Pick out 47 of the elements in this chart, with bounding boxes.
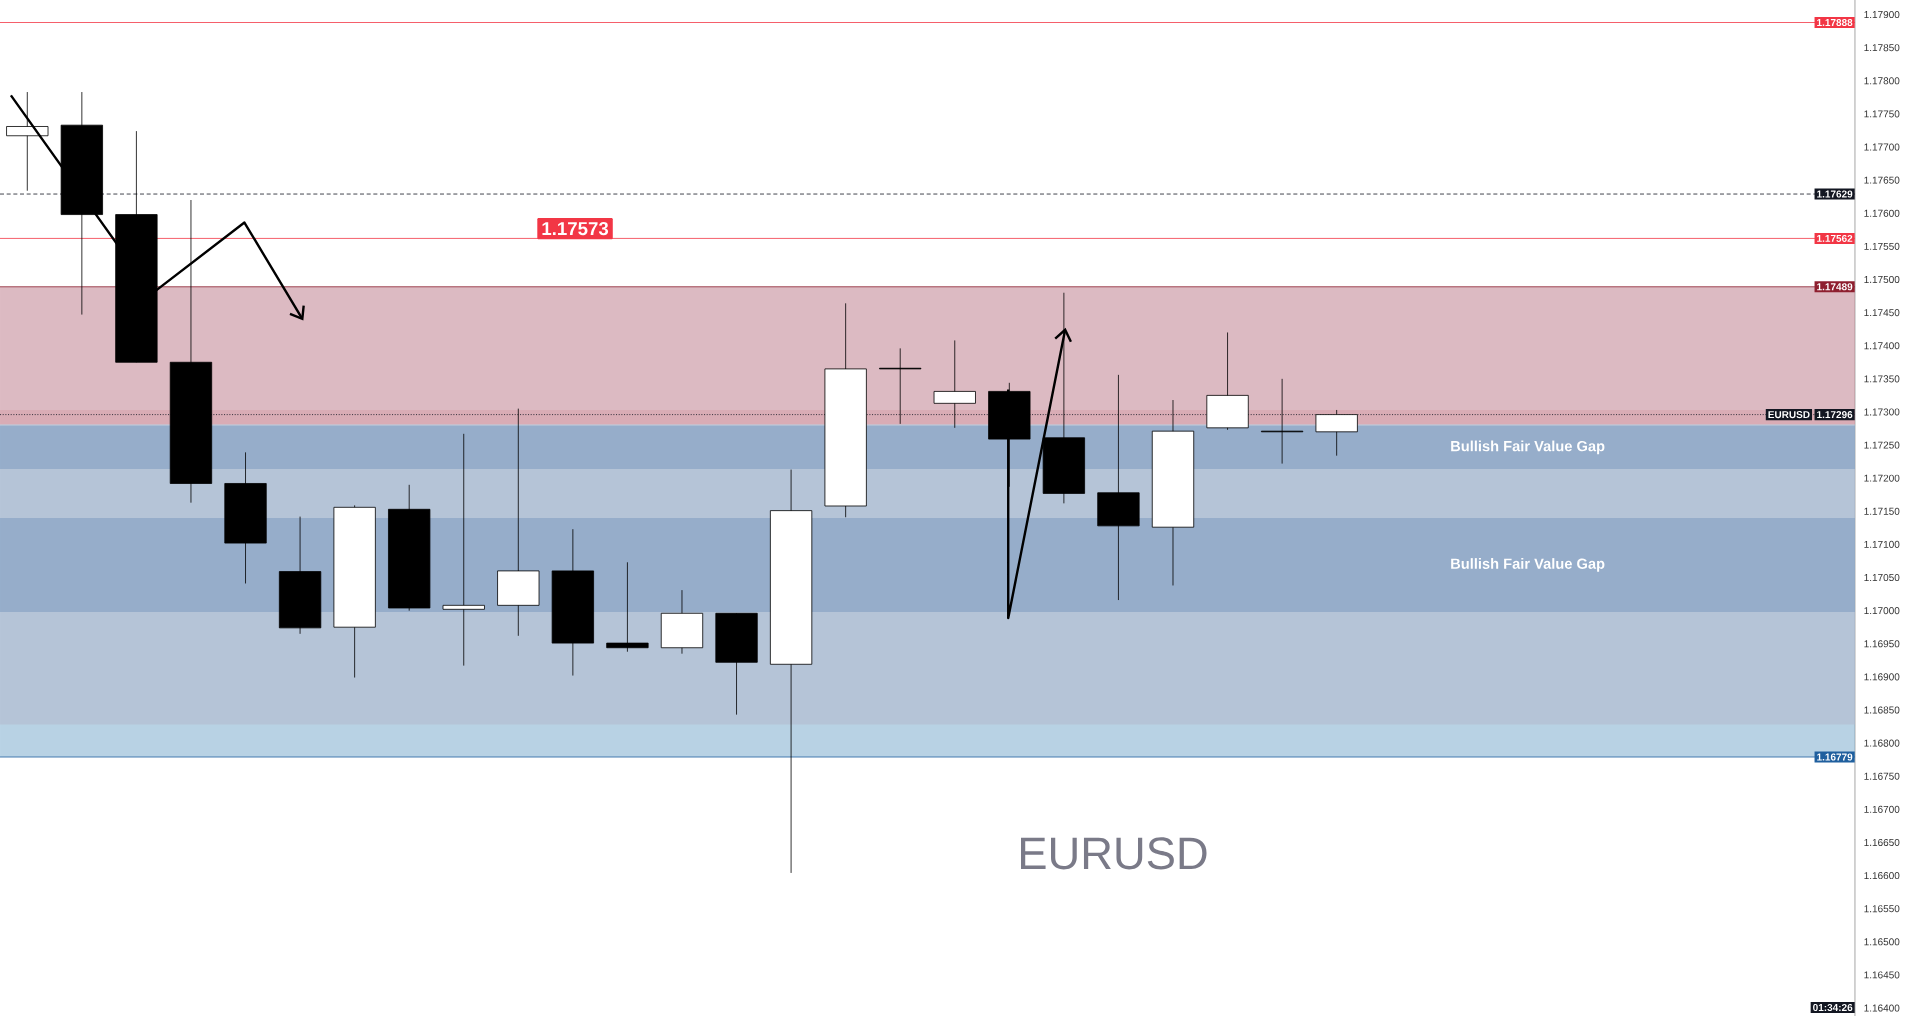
- ref-line-label: 1.17562: [1817, 234, 1853, 242]
- y-tick-label: 1.17500: [1864, 275, 1900, 284]
- y-tick-label: 1.17300: [1864, 408, 1900, 416]
- y-tick-label: 1.17800: [1864, 77, 1900, 85]
- y-tick-label: 1.17450: [1864, 309, 1900, 317]
- y-tick-label: 1.16650: [1864, 838, 1900, 846]
- candlestick: [879, 347, 922, 425]
- annotation: 01:34:26: [1813, 1003, 1853, 1012]
- band-label: Bullish Fair Value Gap: [1451, 558, 1605, 572]
- y-tick-label: 1.17550: [1864, 242, 1900, 250]
- text: EURUSD: [1021, 837, 1207, 870]
- y-tick-label: 1.17750: [1864, 110, 1900, 118]
- band-label: Bullish Fair Value Gap: [1451, 440, 1605, 455]
- y-tick-label: 1.16950: [1864, 640, 1900, 648]
- y-tick-label: 1.17350: [1864, 375, 1900, 383]
- y-tick-label: 1.17700: [1864, 143, 1900, 151]
- y-tick-label: 1.17250: [1864, 441, 1900, 449]
- y-tick-label: 1.16600: [1864, 872, 1900, 880]
- annotation: 1.17573: [542, 221, 609, 236]
- y-tick-label: 1.16400: [1864, 1004, 1900, 1012]
- y-tick-label: 1.16550: [1864, 905, 1900, 913]
- y-tick-label: 1.17650: [1864, 176, 1900, 184]
- ref-line-label: 1.17888: [1817, 18, 1853, 27]
- y-tick-label: 1.16800: [1864, 739, 1900, 747]
- ref-line-label: 1.17629: [1817, 190, 1853, 198]
- y-tick-label: 1.17050: [1864, 573, 1900, 582]
- candlestick: [606, 561, 649, 653]
- ref-line-label: 1.17489: [1817, 283, 1853, 291]
- y-tick-label: 1.17850: [1864, 44, 1900, 52]
- y-tick-label: 1.16700: [1864, 805, 1900, 813]
- y-tick-label: 1.16500: [1864, 938, 1900, 946]
- y-tick-label: 1.16750: [1864, 772, 1900, 780]
- y-tick-label: 1.17900: [1864, 11, 1900, 19]
- y-tick-label: 1.17200: [1864, 474, 1900, 482]
- ref-line-label: 1.16779: [1817, 753, 1853, 761]
- y-tick-label: 1.17600: [1864, 209, 1900, 217]
- y-tick-label: 1.17150: [1864, 507, 1900, 515]
- y-tick-label: 1.16450: [1864, 971, 1900, 979]
- y-tick-label: 1.17400: [1864, 342, 1900, 350]
- y-tick-label: 1.16850: [1864, 706, 1900, 714]
- ref-line-label: 1.17296: [1817, 411, 1853, 419]
- annotation: EURUSD: [1768, 411, 1810, 419]
- y-tick-label: 1.16900: [1864, 673, 1900, 681]
- y-tick-label: 1.17000: [1864, 607, 1900, 615]
- candlestick: [442, 433, 485, 667]
- y-tick-label: 1.17100: [1864, 540, 1900, 548]
- candlestick: [933, 340, 976, 429]
